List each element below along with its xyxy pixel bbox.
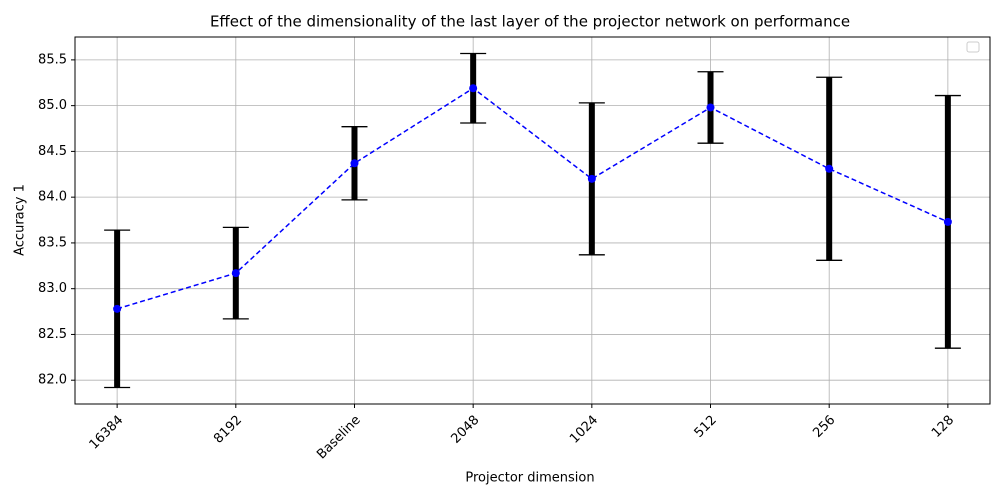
y-axis-label: Accuracy 1	[13, 184, 28, 256]
plot-area	[71, 37, 990, 408]
x-tick-label: 2048	[448, 413, 482, 447]
y-tick-label: 85.0	[38, 98, 67, 113]
marker	[706, 103, 715, 112]
x-tick-label: 128	[929, 413, 957, 441]
x-tick-label: 512	[692, 413, 720, 441]
axes-frame	[74, 36, 991, 405]
y-tick-label: 83.5	[38, 235, 67, 250]
chart-title: Effect of the dimensionality of the last…	[210, 13, 850, 31]
legend	[966, 41, 980, 53]
y-tick-label: 85.5	[38, 52, 67, 67]
marker	[469, 84, 478, 93]
y-tick-label: 82.0	[38, 373, 67, 388]
y-tick-label: 83.0	[38, 281, 67, 296]
y-tick-label: 82.5	[38, 327, 67, 342]
y-tick-label: 84.5	[38, 144, 67, 159]
x-tick-label: 256	[810, 413, 838, 441]
marker	[113, 304, 122, 313]
marker	[825, 164, 834, 173]
x-tick-label: Baseline	[314, 413, 364, 463]
marker	[587, 174, 596, 183]
x-axis-label: Projector dimension	[465, 471, 594, 486]
marker	[943, 217, 952, 226]
marker	[231, 269, 240, 278]
x-tick-label: 8192	[211, 413, 245, 447]
x-tick-label: 1024	[567, 413, 601, 447]
y-tick-label: 84.0	[38, 190, 67, 205]
data-line	[116, 87, 949, 310]
marker	[350, 159, 359, 168]
x-tick-label: 16384	[87, 413, 127, 453]
